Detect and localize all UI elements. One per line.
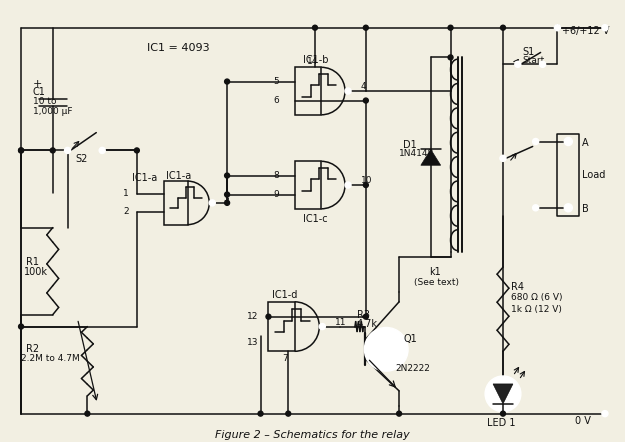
Circle shape (258, 411, 263, 416)
Circle shape (448, 25, 453, 30)
Circle shape (224, 173, 229, 178)
Text: 1k Ω (12 V): 1k Ω (12 V) (511, 305, 562, 314)
Circle shape (555, 25, 560, 30)
Text: R2: R2 (26, 344, 39, 354)
Text: +6/+12 V: +6/+12 V (562, 26, 610, 36)
Circle shape (363, 183, 368, 187)
Circle shape (134, 148, 139, 153)
Text: 10: 10 (361, 176, 372, 185)
Bar (269, 302, 294, 351)
Circle shape (209, 200, 215, 206)
Circle shape (397, 411, 401, 416)
Text: R4: R4 (511, 282, 524, 292)
Text: 13: 13 (247, 339, 258, 347)
Circle shape (564, 137, 572, 145)
Bar (295, 161, 321, 209)
Circle shape (532, 138, 539, 145)
Circle shape (19, 148, 24, 153)
Circle shape (224, 200, 229, 206)
Text: S2: S2 (76, 154, 88, 164)
Text: 8: 8 (273, 171, 279, 179)
Text: D1: D1 (403, 140, 417, 149)
Text: A: A (582, 137, 589, 148)
Text: IC1-d: IC1-d (272, 290, 298, 300)
Circle shape (532, 205, 539, 211)
Circle shape (266, 314, 271, 319)
Circle shape (501, 25, 506, 30)
Circle shape (554, 25, 561, 30)
Text: 100k: 100k (24, 267, 48, 277)
Text: 1N4148: 1N4148 (399, 149, 434, 158)
Text: LED 1: LED 1 (487, 418, 516, 427)
Circle shape (19, 148, 24, 153)
Text: 10 to: 10 to (33, 97, 56, 106)
Text: C1: C1 (33, 87, 46, 97)
Text: IC1 = 4093: IC1 = 4093 (147, 42, 209, 53)
Text: 4: 4 (361, 82, 366, 91)
Circle shape (64, 148, 71, 153)
Circle shape (500, 155, 506, 161)
Circle shape (363, 98, 368, 103)
Text: 7: 7 (282, 354, 288, 363)
Text: +: + (33, 79, 42, 89)
Text: 2.2M to 4.7M: 2.2M to 4.7M (21, 354, 80, 363)
Circle shape (345, 88, 351, 94)
Text: 2: 2 (123, 206, 129, 216)
Text: R1: R1 (26, 257, 39, 267)
Circle shape (85, 411, 90, 416)
Text: 11: 11 (335, 318, 347, 327)
Circle shape (319, 324, 325, 330)
Circle shape (448, 55, 453, 60)
Text: k1: k1 (429, 267, 441, 277)
Circle shape (515, 61, 521, 67)
Text: IC1-a: IC1-a (132, 173, 157, 183)
Polygon shape (493, 384, 513, 404)
Text: IC1-b: IC1-b (303, 55, 329, 65)
Circle shape (363, 25, 368, 30)
Circle shape (602, 25, 608, 30)
Circle shape (564, 204, 572, 212)
Circle shape (224, 79, 229, 84)
Text: (See text): (See text) (414, 278, 459, 287)
Text: 14: 14 (307, 57, 318, 66)
Circle shape (99, 148, 105, 153)
Circle shape (312, 25, 318, 30)
Text: R3: R3 (357, 310, 370, 320)
Polygon shape (421, 149, 441, 165)
Text: 3: 3 (223, 194, 229, 203)
Text: 5: 5 (273, 76, 279, 86)
Circle shape (539, 61, 546, 67)
Circle shape (345, 182, 351, 188)
Circle shape (364, 328, 408, 371)
Circle shape (50, 148, 55, 153)
Circle shape (224, 192, 229, 197)
Text: Load: Load (582, 170, 606, 180)
Text: 0 V: 0 V (575, 415, 591, 426)
Text: IC1-c: IC1-c (303, 214, 328, 224)
Text: 1: 1 (123, 189, 129, 198)
Text: 2N2222: 2N2222 (395, 364, 430, 373)
Text: 9: 9 (273, 190, 279, 198)
Text: 6: 6 (273, 95, 279, 105)
Text: Figure 2 – Schematics for the relay: Figure 2 – Schematics for the relay (214, 431, 409, 441)
Text: Q1: Q1 (403, 335, 417, 344)
Text: 680 Ω (6 V): 680 Ω (6 V) (511, 293, 562, 302)
Circle shape (602, 411, 608, 417)
Text: Start: Start (522, 57, 545, 65)
Text: B: B (582, 204, 589, 214)
Circle shape (19, 324, 24, 329)
Circle shape (501, 411, 506, 416)
Circle shape (363, 314, 368, 319)
Text: 12: 12 (247, 312, 258, 321)
Text: IC1-a: IC1-a (166, 171, 191, 181)
Text: 1,000 μF: 1,000 μF (33, 107, 72, 116)
Bar (558, 133, 579, 216)
Bar (164, 181, 188, 225)
Bar (295, 67, 321, 115)
Circle shape (485, 376, 521, 412)
Circle shape (286, 411, 291, 416)
Text: S1: S1 (522, 46, 535, 57)
Text: 4.7k: 4.7k (357, 319, 378, 329)
